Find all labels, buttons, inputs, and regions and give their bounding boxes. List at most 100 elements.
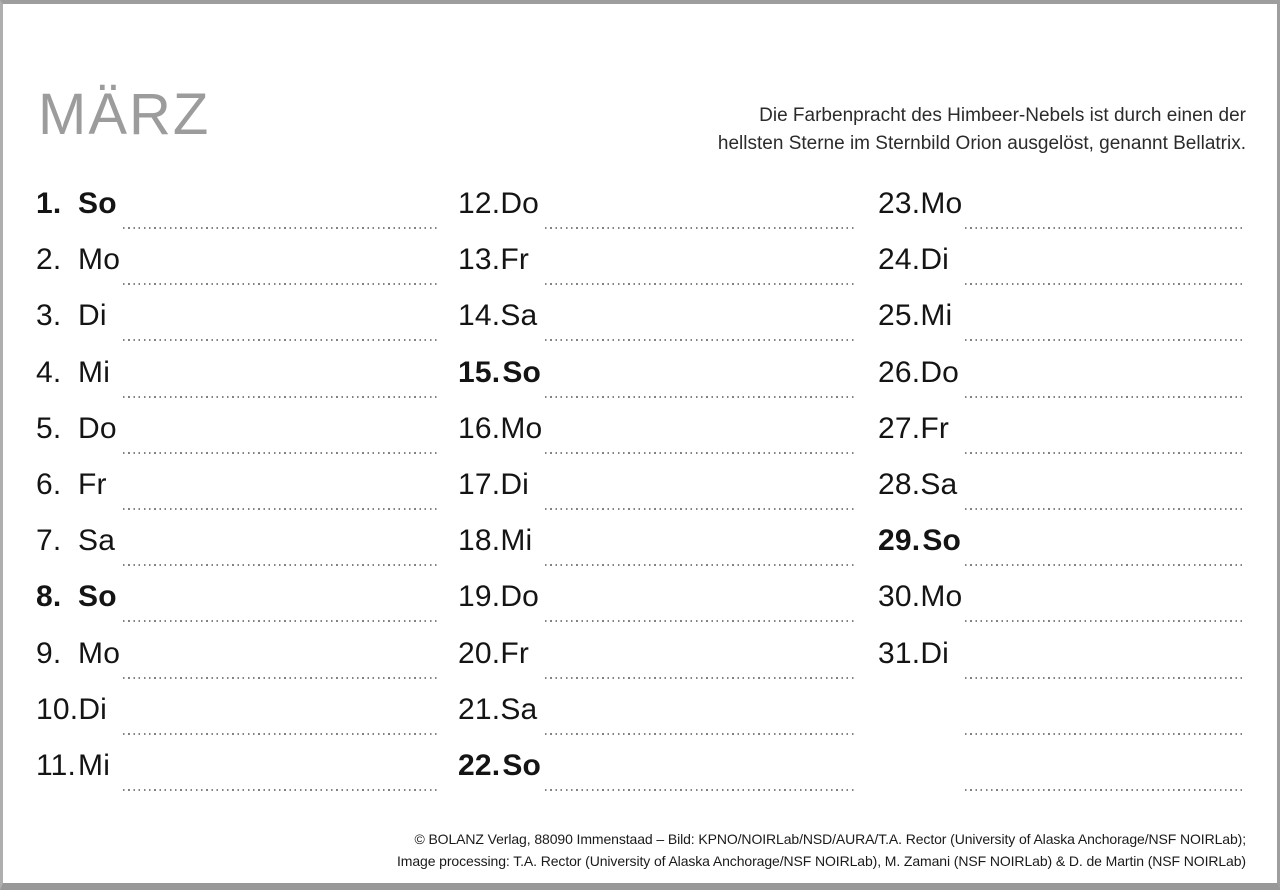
dotted-writing-line — [545, 395, 857, 398]
calendar-day-row: 15.So — [458, 355, 857, 411]
calendar-column-3: 23.Mo 24.Di 25.Mi 26.Do 27.Fr 28.Sa 29.So 30.Mo… — [878, 186, 1246, 804]
day-number: 11. — [36, 748, 77, 782]
weekday-abbreviation: Di — [920, 243, 950, 277]
day-number: 13. — [458, 243, 501, 277]
dotted-writing-line — [965, 339, 1246, 342]
day-number: 1. — [36, 187, 62, 220]
weekday-abbreviation: Mi — [78, 748, 111, 782]
dotted-writing-line — [545, 339, 857, 342]
calendar-day-row: 17.Di — [458, 467, 857, 523]
weekday-abbreviation: Fr — [920, 411, 950, 445]
day-label: 14.Sa — [458, 298, 857, 332]
day-label: 11.Mi — [36, 748, 437, 782]
calendar-day-row: 6. Fr — [36, 467, 437, 523]
day-number: 12. — [458, 187, 501, 220]
day-label: 28.Sa — [878, 467, 1246, 501]
day-number: 20. — [458, 636, 501, 670]
calendar-day-row: 4. Mi — [36, 355, 437, 411]
weekday-abbreviation: Do — [920, 355, 960, 389]
day-number: 18. — [458, 524, 501, 558]
day-number: 17. — [458, 467, 501, 501]
day-label: 4. Mi — [36, 355, 437, 389]
calendar-column-1: 1. So 2. Mo 3. Di 4. Mi 5. Do 6. Fr 7. Sa 8. So 9. Mo 10.D… — [36, 186, 437, 804]
dotted-writing-line — [123, 395, 437, 398]
weekday-abbreviation: So — [502, 355, 542, 389]
calendar-day-row: 16.Mo — [458, 411, 857, 467]
image-caption-line-1: Die Farbenpracht des Himbeer-Nebels ist … — [759, 105, 1246, 126]
day-label: 19.Do — [458, 579, 857, 613]
dotted-writing-line — [123, 732, 437, 735]
empty-writing-row — [878, 692, 1246, 748]
day-number: 27. — [878, 411, 921, 445]
calendar-day-row: 25.Mi — [878, 298, 1246, 354]
weekday-abbreviation: Mi — [78, 355, 111, 389]
dotted-writing-line — [965, 507, 1246, 510]
weekday-abbreviation: Fr — [78, 467, 107, 501]
calendar-day-row: 23.Mo — [878, 186, 1246, 242]
day-label: 7. Sa — [36, 523, 437, 557]
calendar-day-row: 7. Sa — [36, 523, 437, 579]
day-number: 3. — [36, 299, 62, 333]
day-number: 10. — [36, 692, 79, 726]
dotted-writing-line — [123, 339, 437, 342]
dotted-writing-line — [545, 227, 857, 229]
day-label: 5. Do — [36, 411, 437, 445]
calendar-day-row: 28.Sa — [878, 467, 1246, 523]
day-label: 3. Di — [36, 298, 437, 332]
calendar-day-row: 13.Fr — [458, 242, 857, 298]
weekday-abbreviation: So — [78, 187, 117, 220]
day-label: 10.Di — [36, 692, 437, 726]
weekday-abbreviation: Mo — [78, 636, 121, 670]
calendar-day-row: 26.Do — [878, 355, 1246, 411]
day-number: 22. — [458, 748, 501, 782]
day-label: 6. Fr — [36, 467, 437, 501]
day-number: 6. — [36, 467, 62, 501]
calendar-day-row: 3. Di — [36, 298, 437, 354]
credits-line-2: Image processing: T.A. Rector (Universit… — [396, 852, 1246, 869]
day-number: 29. — [878, 524, 921, 558]
day-label: 29.So — [878, 523, 1246, 557]
weekday-abbreviation: Fr — [500, 243, 530, 277]
weekday-abbreviation: So — [922, 524, 962, 558]
dotted-writing-line — [965, 451, 1246, 454]
day-number: 24. — [878, 243, 921, 277]
calendar-day-row: 29.So — [878, 523, 1246, 579]
day-label — [878, 748, 1246, 782]
dotted-writing-line — [965, 395, 1246, 398]
day-number: 23. — [878, 187, 921, 220]
day-label: 17.Di — [458, 467, 857, 501]
weekday-abbreviation: Mo — [920, 580, 963, 614]
calendar-day-row: 1. So — [36, 186, 437, 242]
dotted-writing-line — [123, 451, 437, 454]
weekday-abbreviation: Di — [78, 299, 107, 333]
dotted-writing-line — [123, 620, 437, 623]
day-number: 19. — [458, 580, 501, 614]
day-label: 8. So — [36, 579, 437, 613]
dotted-writing-line — [545, 732, 857, 735]
weekday-abbreviation: Do — [500, 187, 540, 220]
dotted-writing-line — [123, 283, 437, 286]
day-label: 18.Mi — [458, 523, 857, 557]
day-number: 2. — [36, 243, 62, 277]
calendar-day-row: 8. So — [36, 579, 437, 635]
dotted-writing-line — [545, 507, 857, 510]
dotted-writing-line — [123, 676, 437, 679]
calendar-day-row: 22.So — [458, 748, 857, 804]
weekday-abbreviation: Mo — [78, 243, 121, 277]
weekday-abbreviation: Do — [500, 580, 540, 614]
image-caption-line-2: hellsten Sterne im Sternbild Orion ausge… — [717, 133, 1246, 154]
dotted-writing-line — [965, 227, 1246, 229]
calendar-day-row: 19.Do — [458, 579, 857, 635]
empty-writing-row — [878, 748, 1246, 804]
weekday-abbreviation: Di — [500, 467, 530, 501]
calendar-day-row: 24.Di — [878, 242, 1246, 298]
dotted-writing-line — [545, 676, 857, 679]
calendar-grid: 1. So 2. Mo 3. Di 4. Mi 5. Do 6. Fr 7. Sa 8. So 9. Mo 10.D… — [36, 186, 1246, 804]
weekday-abbreviation: Sa — [500, 692, 538, 726]
dotted-writing-line — [123, 227, 437, 229]
day-label: 13.Fr — [458, 242, 857, 276]
dotted-writing-line — [965, 676, 1246, 679]
day-number: 31. — [878, 636, 921, 670]
day-number: 5. — [36, 411, 62, 445]
